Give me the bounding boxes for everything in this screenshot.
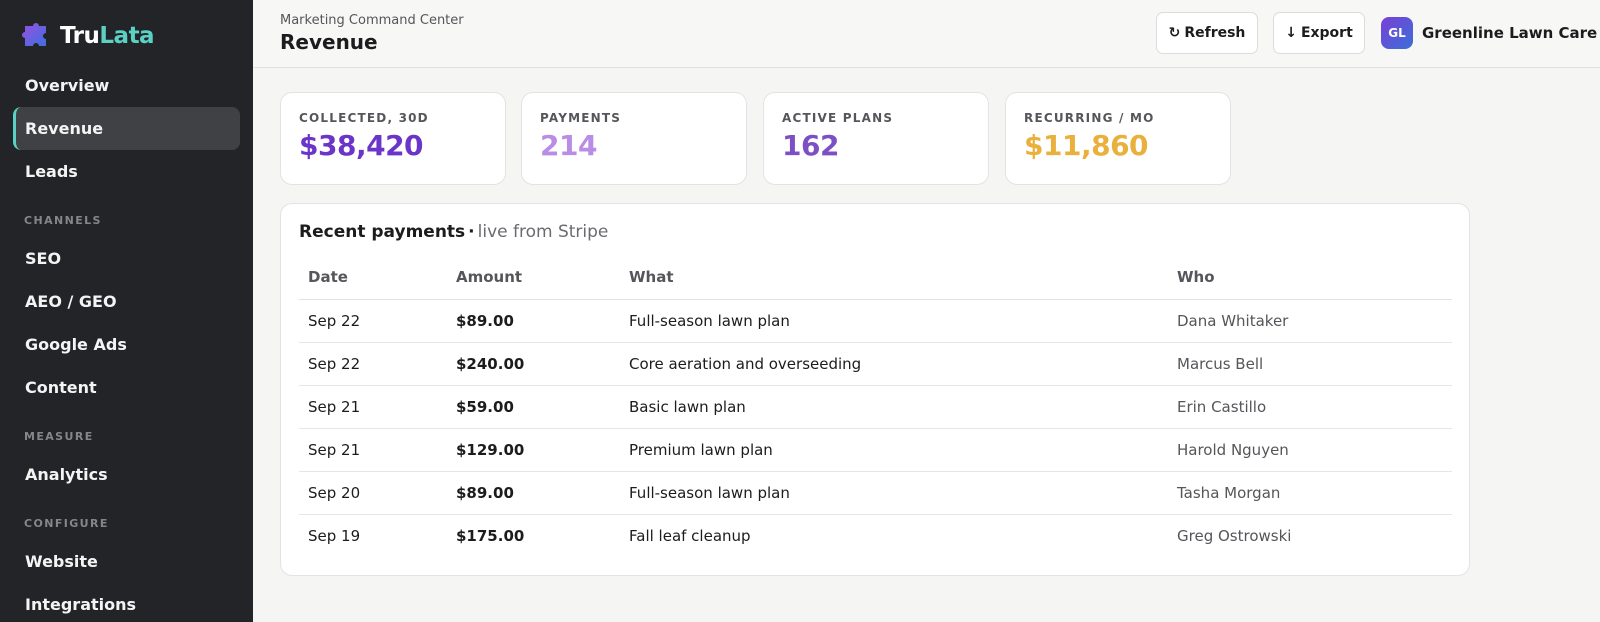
kpi-label: COLLECTED, 30D [299,111,429,125]
cell-amount: $89.00 [447,471,620,515]
arrow-down-icon: ↓ [1285,25,1297,41]
sidebar-section-measure: MEASURE [24,430,94,443]
payments-table: Date Amount What Who Sep 22 $89.00 Full-… [299,255,1452,557]
cell-what: Fall leaf cleanup [629,526,751,545]
sidebar-item-content[interactable]: Content [25,378,97,397]
kpi-payments: PAYMENTS 214 [521,92,747,185]
cell-who: Dana Whitaker [1168,299,1452,343]
sidebar-item-integrations[interactable]: Integrations [25,595,137,614]
sidebar-item-analytics[interactable]: Analytics [25,465,108,484]
card-title-main: Recent payments [299,222,466,242]
cell-date: Sep 22 [299,342,447,386]
cell-what: Full-season lawn plan [620,299,1168,343]
sidebar-section-configure: CONFIGURE [24,517,109,530]
table-row[interactable]: Sep 21 $59.00 Basic lawn plan Erin Casti… [299,385,1452,429]
column-header-who[interactable]: Who [1168,255,1452,300]
cell-amount: $59.00 [447,385,620,429]
cell-who: Erin Castillo [1168,385,1452,429]
cell-who: Marcus Bell [1168,342,1452,386]
account-name: Greenline Lawn Care [1422,24,1598,42]
cell-who: Greg Ostrowski [1177,526,1292,545]
sidebar-nav: Overview Revenue Leads CHANNELS SEO AEO … [0,64,253,622]
cell-date: Sep 22 [299,299,447,343]
cell-what: Basic lawn plan [620,385,1168,429]
kpi-active-plans: ACTIVE PLANS 162 [763,92,989,185]
sidebar-item-website[interactable]: Website [25,552,98,571]
table-row[interactable]: Sep 20 $89.00 Full-season lawn plan Tash… [299,471,1452,515]
cell-who: Harold Nguyen [1168,428,1452,472]
avatar: GL [1381,17,1413,49]
cell-what: Full-season lawn plan [620,471,1168,515]
brand[interactable]: TruLata [22,22,155,50]
table-row[interactable]: Sep 21 $129.00 Premium lawn plan Harold … [299,428,1452,472]
column-header-what[interactable]: What [620,255,1168,300]
refresh-button[interactable]: ↻ Refresh [1156,12,1258,54]
sidebar-item-leads[interactable]: Leads [25,162,78,181]
sidebar-item-seo[interactable]: SEO [25,249,62,268]
brand-name: TruLata [60,23,155,49]
sidebar-item-revenue[interactable]: Revenue [13,107,240,150]
export-button-label: Export [1300,25,1353,41]
cell-amount: $175.00 [456,526,525,545]
refresh-button-label: Refresh [1184,25,1246,41]
cell-amount: $129.00 [447,428,620,472]
export-button[interactable]: ↓ Export [1273,12,1365,54]
cell-date: Sep 19 [308,526,361,545]
cell-date: Sep 20 [299,471,447,515]
kpi-recurring: RECURRING / MO $11,860 [1005,92,1231,185]
sidebar-item-google-ads[interactable]: Google Ads [25,335,127,354]
brand-name-part1: Tru [60,23,100,49]
table-header-row: Date Amount What Who [299,255,1452,300]
kpi-label: ACTIVE PLANS [782,111,894,125]
refresh-icon: ↻ [1168,25,1181,41]
column-header-amount[interactable]: Amount [447,255,620,300]
kpi-value: $38,420 [299,129,424,162]
kpi-label: PAYMENTS [540,111,622,125]
kpi-label: RECURRING / MO [1024,111,1155,125]
brand-name-part2: Lata [99,23,155,49]
sidebar: TruLata Overview Revenue Leads CHANNELS … [0,0,253,622]
card-title: Recent payments · live from Stripe [299,222,608,242]
cell-amount: $89.00 [447,299,620,343]
top-bar: Marketing Command Center Revenue ↻ Refre… [253,0,1600,68]
page-title: Revenue [280,30,378,54]
table-row[interactable]: Sep 22 $240.00 Core aeration and oversee… [299,342,1452,386]
kpi-value: $11,860 [1024,129,1149,162]
sidebar-item-overview[interactable]: Overview [25,76,110,95]
cell-amount: $240.00 [447,342,620,386]
column-header-date[interactable]: Date [299,255,447,300]
table-row[interactable]: Sep 19 $175.00 Fall leaf cleanup Greg Os… [299,514,1452,557]
cell-who: Tasha Morgan [1168,471,1452,515]
puzzle-logo-icon [22,23,46,46]
cell-date: Sep 21 [299,385,447,429]
recent-payments-card: Recent payments · live from Stripe Date Am… [280,203,1470,576]
kpi-collected: COLLECTED, 30D $38,420 [280,92,506,185]
card-title-subtitle: live from Stripe [477,222,609,242]
breadcrumb: Marketing Command Center [280,13,464,28]
sidebar-section-channels: CHANNELS [24,214,102,227]
title-separator: · [468,222,475,242]
cell-what: Core aeration and overseeding [620,342,1168,386]
account-switcher[interactable]: GL Greenline Lawn Care [1381,17,1597,49]
cell-date: Sep 21 [299,428,447,472]
table-row[interactable]: Sep 22 $89.00 Full-season lawn plan Dana… [299,299,1452,343]
sidebar-item-aeo-geo[interactable]: AEO / GEO [25,292,117,311]
cell-what: Premium lawn plan [620,428,1168,472]
kpi-value: 162 [782,129,839,162]
kpi-value: 214 [540,129,597,162]
